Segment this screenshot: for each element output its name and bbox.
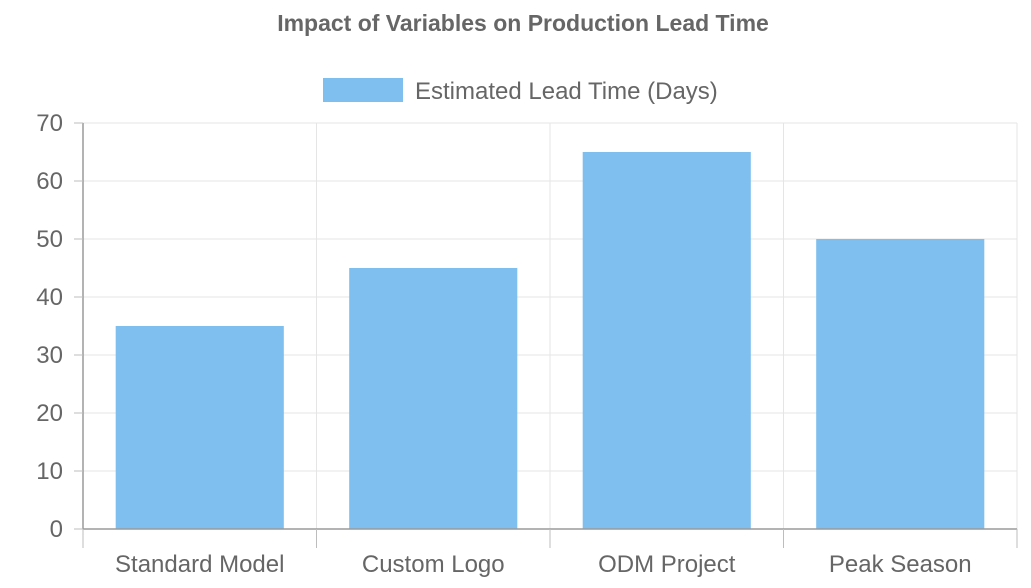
y-tick-label: 70 — [36, 110, 63, 137]
y-tick-label: 10 — [36, 458, 63, 485]
bar-odm-project[interactable] — [582, 152, 751, 529]
legend-swatch — [323, 78, 403, 102]
bar-custom-logo[interactable] — [349, 268, 518, 529]
bars — [115, 152, 985, 529]
y-tick-label: 60 — [36, 168, 63, 195]
x-tick-label: Standard Model — [115, 551, 284, 578]
x-axis-ticks: Standard Model Custom Logo ODM Project Peak… — [82, 529, 1018, 578]
y-tick-label: 20 — [36, 400, 63, 427]
chart-title: Impact of Variables on Production Lead T… — [277, 10, 769, 36]
y-tick-label: 30 — [36, 342, 63, 369]
bar-peak-season[interactable] — [816, 239, 985, 529]
x-tick-label: Peak Season — [829, 551, 972, 578]
x-tick-label: Custom Logo — [362, 551, 505, 578]
bar-standard-model[interactable] — [115, 326, 284, 529]
y-tick-label: 50 — [36, 226, 63, 253]
y-tick-label: 40 — [36, 284, 63, 311]
legend[interactable]: Estimated Lead Time (Days) — [323, 78, 718, 105]
x-tick-label: ODM Project — [598, 551, 736, 578]
y-axis-ticks: 0 10 20 30 40 50 60 70 — [36, 110, 83, 543]
y-tick-label: 0 — [50, 516, 63, 543]
legend-label: Estimated Lead Time (Days) — [415, 78, 718, 105]
